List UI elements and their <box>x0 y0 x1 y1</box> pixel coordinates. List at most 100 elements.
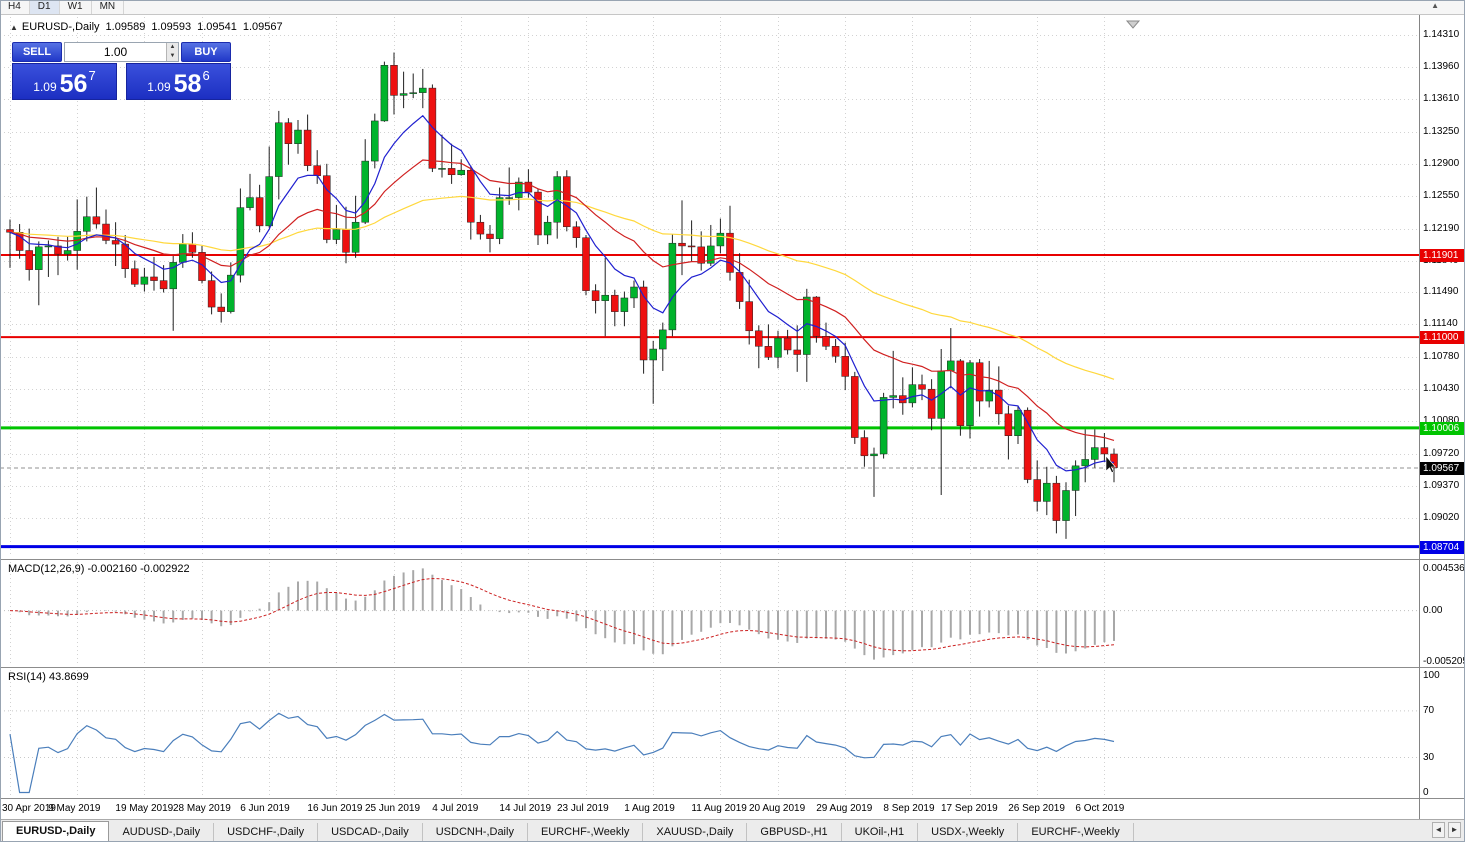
candle <box>63 250 72 255</box>
macd-tick-label: -0.005205 <box>1423 656 1465 667</box>
candle <box>361 160 369 223</box>
chart-tab-xauusd-daily-6[interactable]: XAUUSD-,Daily <box>643 823 748 842</box>
date-tick-label: 30 Apr 2019 <box>2 803 56 814</box>
ma-line-21 <box>9 159 1115 441</box>
chart-shift-marker-icon[interactable] <box>1125 20 1141 29</box>
candle <box>150 276 158 281</box>
candle <box>995 389 1003 415</box>
price-tick-label: 1.14310 <box>1423 29 1460 41</box>
candle <box>121 243 129 270</box>
price-tick-label: 1.13250 <box>1423 125 1460 137</box>
timeframe-button-mn[interactable]: MN <box>92 0 125 14</box>
date-tick-label: 20 Aug 2019 <box>749 803 806 814</box>
price-tag-level: 1.11901 <box>1420 248 1465 262</box>
volume-input[interactable] <box>65 43 178 61</box>
chart-tab-eurchf-weekly-5[interactable]: EURCHF-,Weekly <box>527 823 644 842</box>
sell-button[interactable]: SELL <box>12 42 62 62</box>
candle <box>1091 447 1099 460</box>
price-axis[interactable]: 1.14310 1.13960 1.13610 1.13250 1.12900 1.125… <box>1419 15 1465 819</box>
price-tick-label: 1.10430 <box>1423 383 1460 395</box>
candle <box>572 226 581 238</box>
price-tick-label: 1.09020 <box>1423 511 1460 523</box>
date-tick-label: 23 Jul 2019 <box>557 803 609 814</box>
date-tick-label: 6 Jun 2019 <box>240 803 290 814</box>
buy-price-small: 1.09 <box>147 80 171 94</box>
chart-tab-audusd-daily-1[interactable]: AUDUSD-,Daily <box>109 823 215 842</box>
date-axis[interactable]: 30 Apr 2019 9 May 2019 19 May 2019 28 May 2… <box>0 798 1419 819</box>
hline-layer <box>0 253 1419 549</box>
toolbar-overflow-icon[interactable]: ▲ <box>1431 1 1439 10</box>
candle <box>1023 409 1032 480</box>
candle <box>515 181 523 198</box>
date-tick-label: 28 May 2019 <box>173 803 231 814</box>
chart-tab-usdcnh-daily-4[interactable]: USDCNH-,Daily <box>422 823 528 842</box>
chart-tab-usdcad-daily-3[interactable]: USDCAD-,Daily <box>318 823 423 842</box>
candle <box>659 329 667 350</box>
moving-averages-layer <box>9 114 1115 472</box>
tabs-scroll-right-button[interactable]: ► <box>1448 822 1461 838</box>
candle <box>879 397 888 455</box>
date-tick-label: 26 Sep 2019 <box>1008 803 1065 814</box>
candle <box>102 223 110 241</box>
chart-tab-gbpusd-h1-7[interactable]: GBPUSD-,H1 <box>747 823 842 842</box>
chart-canvas[interactable] <box>0 15 1419 798</box>
candle <box>284 122 293 144</box>
sell-price-display[interactable]: 1.09 56 7 <box>12 63 117 100</box>
buy-button[interactable]: BUY <box>181 42 231 62</box>
chart-tab-usdx-weekly-9[interactable]: USDX-,Weekly <box>918 823 1019 842</box>
price-tag-level: 1.08704 <box>1420 540 1465 554</box>
ma-line-55 <box>9 195 1115 380</box>
grid-layer <box>0 17 1419 796</box>
chart-tab-ukoil-h1-8[interactable]: UKOil-,H1 <box>841 823 919 842</box>
candle <box>543 221 552 236</box>
candle <box>351 221 360 253</box>
tabs-scroll-left-button[interactable]: ◄ <box>1432 822 1445 838</box>
axis-divider <box>1420 559 1465 560</box>
macd-layer <box>9 568 1115 660</box>
candle <box>755 330 763 347</box>
price-tag-level: 1.10006 <box>1420 421 1465 435</box>
candle <box>860 437 869 457</box>
candle <box>975 362 984 402</box>
candle <box>6 229 14 233</box>
candle <box>1052 482 1061 521</box>
timeframe-button-d1[interactable]: D1 <box>29 0 60 14</box>
macd-signal-line <box>9 577 1115 652</box>
macd-tick-label: 0.004536 <box>1423 563 1465 574</box>
candle <box>342 229 350 253</box>
chart-tab-usdchf-daily-2[interactable]: USDCHF-,Daily <box>214 823 319 842</box>
chart-ohlc-header: ▲ EURUSD-,Daily 1.09589 1.09593 1.09541 1.095… <box>10 21 283 33</box>
rsi-tick-label: 0 <box>1423 786 1429 798</box>
candle <box>505 197 513 199</box>
candle <box>927 388 936 419</box>
candle <box>639 286 648 361</box>
chart-window[interactable] <box>0 15 1419 798</box>
chart-tab-eurusd-daily-0[interactable]: EURUSD-,Daily <box>2 821 110 842</box>
candle <box>582 237 590 291</box>
ohlc-high: 1.09593 <box>151 21 192 33</box>
date-tick-label: 11 Aug 2019 <box>691 803 747 814</box>
candle <box>111 240 120 245</box>
volume-spinner[interactable]: ▲ ▼ <box>166 43 178 61</box>
timeframe-toolbar: H4 D1 W1 MN <box>0 0 1465 15</box>
candle <box>870 453 878 457</box>
candle <box>534 191 542 236</box>
candle <box>947 360 955 372</box>
volume-field[interactable]: ▲ ▼ <box>64 42 179 62</box>
candle <box>889 395 897 398</box>
one-click-toggle-icon[interactable]: ▲ <box>10 23 18 32</box>
candle <box>15 232 24 251</box>
candle <box>131 268 139 285</box>
buy-price-display[interactable]: 1.09 58 6 <box>126 63 231 100</box>
candle <box>1100 447 1109 455</box>
candle <box>1014 409 1022 436</box>
candle <box>275 122 283 177</box>
candle <box>188 243 197 253</box>
timeframe-button-h4[interactable]: H4 <box>0 0 30 14</box>
spinner-up-icon[interactable]: ▲ <box>166 43 178 52</box>
candle <box>44 245 53 248</box>
timeframe-button-w1[interactable]: W1 <box>60 0 92 14</box>
chart-tab-eurchf-weekly-10[interactable]: EURCHF-,Weekly <box>1018 823 1134 842</box>
price-tick-label: 1.10780 <box>1423 351 1460 363</box>
spinner-down-icon[interactable]: ▼ <box>166 52 178 61</box>
